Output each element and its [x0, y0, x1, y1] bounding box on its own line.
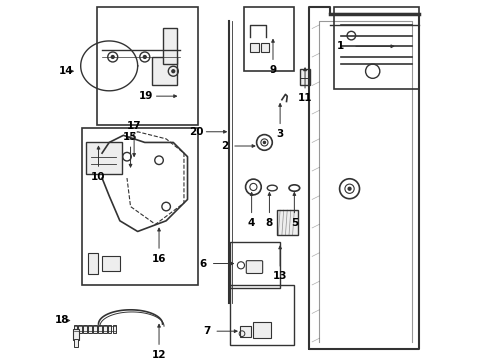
Bar [86, 143, 122, 175]
Bar [108, 325, 111, 333]
Text: 20: 20 [188, 127, 203, 137]
Bar [93, 325, 97, 333]
Bar [103, 325, 106, 333]
Text: 18: 18 [55, 315, 69, 325]
Bar [276, 210, 297, 235]
Bar [244, 7, 294, 71]
Text: 7: 7 [203, 326, 210, 336]
Bar [97, 7, 198, 125]
Circle shape [171, 70, 174, 73]
Bar [73, 325, 77, 333]
Text: 9: 9 [269, 65, 276, 75]
Bar [163, 28, 177, 64]
Text: 14: 14 [58, 66, 73, 76]
Text: 11: 11 [297, 93, 312, 103]
Circle shape [143, 55, 146, 58]
Circle shape [263, 141, 265, 144]
Text: 2: 2 [221, 141, 228, 151]
Bar [230, 285, 294, 346]
Bar [152, 57, 177, 85]
Text: 3: 3 [276, 129, 283, 139]
Bar [240, 326, 250, 337]
Bar [88, 325, 92, 333]
Bar [333, 7, 418, 89]
Bar [78, 325, 82, 333]
Bar [260, 43, 269, 51]
Bar [82, 128, 198, 285]
Text: 8: 8 [265, 218, 272, 228]
Text: 10: 10 [91, 172, 105, 182]
Bar [253, 322, 271, 338]
Bar [102, 256, 120, 271]
FancyBboxPatch shape [246, 261, 262, 274]
Text: 4: 4 [247, 218, 255, 228]
Text: 15: 15 [123, 132, 138, 142]
Text: 19: 19 [139, 91, 153, 101]
Text: 13: 13 [272, 271, 287, 282]
Text: 16: 16 [151, 253, 166, 264]
Text: 6: 6 [199, 258, 206, 269]
Text: 5: 5 [290, 218, 297, 228]
Text: 17: 17 [126, 121, 141, 131]
Text: 12: 12 [151, 350, 166, 360]
Text: 1: 1 [336, 41, 344, 51]
Circle shape [111, 55, 114, 58]
Circle shape [347, 187, 350, 190]
Bar [98, 325, 102, 333]
Bar [299, 69, 310, 85]
Bar [83, 325, 87, 333]
Bar [230, 242, 280, 288]
Bar [73, 339, 78, 347]
Bar [73, 329, 79, 340]
Bar [88, 253, 98, 274]
Bar [113, 325, 116, 333]
Bar [249, 43, 258, 51]
